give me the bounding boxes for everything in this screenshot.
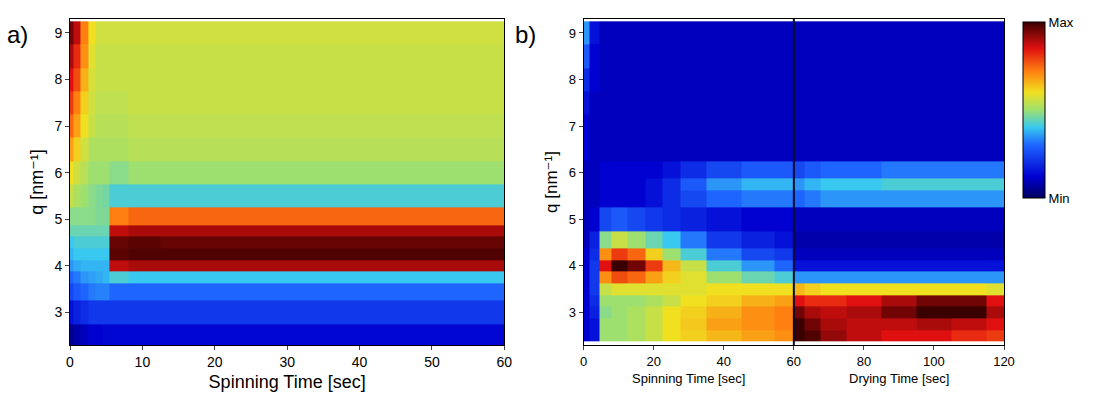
svg-text:3: 3 xyxy=(54,304,62,320)
svg-text:8: 8 xyxy=(54,71,62,87)
svg-text:20: 20 xyxy=(647,354,661,369)
svg-text:q [nm⁻¹]: q [nm⁻¹] xyxy=(542,151,561,213)
svg-text:6: 6 xyxy=(54,165,62,181)
svg-text:3: 3 xyxy=(569,305,576,320)
svg-text:b): b) xyxy=(515,21,536,48)
svg-text:120: 120 xyxy=(993,354,1015,369)
svg-text:9: 9 xyxy=(569,26,576,41)
svg-text:4: 4 xyxy=(54,258,62,274)
svg-text:7: 7 xyxy=(54,118,62,134)
svg-text:5: 5 xyxy=(54,211,62,227)
svg-text:5: 5 xyxy=(569,212,576,227)
svg-text:Drying Time [sec]: Drying Time [sec] xyxy=(849,371,949,386)
svg-text:Min: Min xyxy=(1049,191,1070,206)
svg-text:q [nm⁻¹]: q [nm⁻¹] xyxy=(27,149,47,215)
svg-text:40: 40 xyxy=(352,354,368,370)
svg-text:10: 10 xyxy=(135,354,151,370)
svg-text:9: 9 xyxy=(54,25,62,41)
svg-text:50: 50 xyxy=(424,354,440,370)
svg-text:60: 60 xyxy=(497,354,513,370)
svg-text:20: 20 xyxy=(207,354,223,370)
svg-text:80: 80 xyxy=(857,354,871,369)
svg-text:30: 30 xyxy=(279,354,295,370)
svg-text:60: 60 xyxy=(787,354,801,369)
svg-text:7: 7 xyxy=(569,119,576,134)
svg-text:4: 4 xyxy=(569,258,576,273)
svg-text:8: 8 xyxy=(569,72,576,87)
svg-text:a): a) xyxy=(7,21,28,48)
svg-text:100: 100 xyxy=(923,354,945,369)
svg-text:Spinning Time [sec]: Spinning Time [sec] xyxy=(209,372,366,392)
svg-text:40: 40 xyxy=(717,354,731,369)
svg-text:6: 6 xyxy=(569,165,576,180)
svg-text:0: 0 xyxy=(66,354,74,370)
svg-text:0: 0 xyxy=(580,354,587,369)
svg-text:Spinning Time [sec]: Spinning Time [sec] xyxy=(632,371,745,386)
svg-text:Max: Max xyxy=(1049,15,1074,30)
